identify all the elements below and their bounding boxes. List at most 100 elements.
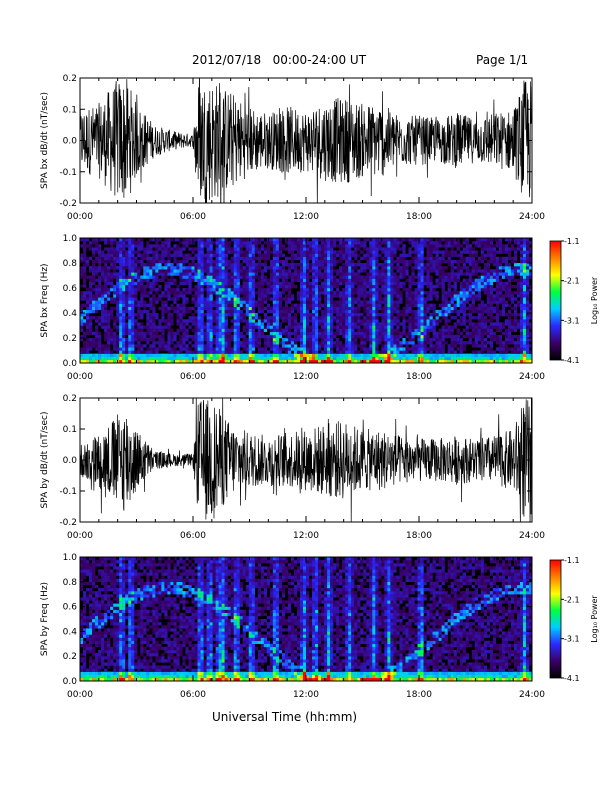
spectrogram-cell [456,278,460,282]
spectrogram-cell [417,347,421,351]
spectrogram-cell [98,347,102,351]
spectrogram-cell [402,313,406,317]
spectrogram-cell [107,238,111,242]
spectrogram-cell [354,247,358,251]
spectrogram-cell [444,247,448,251]
spectrogram-cell [149,334,153,339]
spectrogram-cell [179,253,183,257]
spectrogram-cell [275,359,280,364]
spectrogram-cell [200,309,204,314]
spectrogram-cell [306,306,310,311]
spectrogram-cell [420,284,424,289]
spectrogram-cell [327,259,331,264]
spectrogram-cell [161,347,165,351]
spectrogram-cell [236,272,240,276]
spectrogram-cell [185,278,189,282]
spectrogram-cell [299,313,304,317]
spectrogram-cell [155,272,159,276]
spectrogram-cell [110,309,114,314]
spectrogram-cell [327,356,331,361]
spectrogram-cell [489,341,494,345]
spectrogram-cell [245,331,249,336]
spectrogram-cell [474,294,478,298]
spectrogram-cell [507,334,512,339]
spectrogram-cell [486,309,491,314]
spectrogram-cell [95,316,99,320]
spectrogram-cell [348,244,352,248]
spectrogram-cell [336,284,340,289]
spectrogram-cell [197,266,201,270]
spectrogram-cell [507,347,512,351]
spectrogram-cell [119,334,123,339]
spectrogram-cell [146,247,150,251]
spectrogram-cell [342,241,346,245]
spectrogram-cell [128,350,132,354]
spectrogram-cell [116,328,120,332]
spectrogram-cell [465,291,469,295]
spectrogram-cell [510,356,515,361]
spectrogram-cell [224,334,228,339]
spectrogram-cell [116,319,120,323]
spectrogram-cell [137,250,141,254]
spectrogram-cell [375,309,379,314]
spectrogram-cell [441,253,445,257]
spectrogram-cell [224,344,228,348]
spectrogram-cell [396,331,400,336]
spectrogram-cell [411,359,415,364]
spectrogram-cell [302,269,307,273]
spectrogram-cell [378,350,382,354]
spectrogram-cell [306,272,310,276]
spectrogram-cell [408,294,412,298]
spectrogram-cell [429,238,433,242]
spectrogram-cell [224,322,228,326]
spectrogram-cell [191,288,195,292]
spectrogram-cell [209,303,213,307]
spectrogram-cell [191,316,195,320]
spectrogram-cell [324,266,328,270]
spectrogram-cell [182,309,186,314]
spectrogram-cell [221,253,225,257]
spectrogram-cell [351,266,355,270]
spectrogram-cell [131,341,135,345]
spectrogram-cell [89,328,93,332]
spectrogram-cell [474,284,478,289]
spectrogram-cell [215,359,219,364]
spectrogram-cell [200,253,204,257]
spectrogram-cell [429,325,433,329]
spectrogram-cell [360,331,364,336]
spectrogram-cell [134,334,138,339]
spectrogram-cell [501,325,506,329]
spectrogram-cell [480,238,484,242]
spectrogram-cell [260,328,265,332]
spectrogram-cell [489,347,494,351]
spectrogram-cell [110,259,114,264]
spectrogram-cell [248,353,252,357]
spectrogram-cell [450,334,454,339]
spectrogram-cell [80,291,84,295]
spectrogram-cell [495,341,500,345]
spectrogram-cell [119,244,123,248]
spectrogram-cell [372,275,376,279]
spectrogram-cell [80,359,84,364]
spectrogram-cell [245,266,249,270]
spectrogram-cell [369,297,373,301]
spectrogram-cell [309,356,313,361]
spectrogram-cell [369,316,373,320]
spectrogram-cell [435,238,439,242]
spectrogram-cell [477,350,481,354]
spectrogram-cell [324,300,328,304]
spectrogram-cell [372,253,376,257]
spectrogram-cell [224,347,228,351]
spectrogram-cell [384,250,388,254]
spectrogram-cell [146,309,150,314]
spectrogram-cell [110,263,114,267]
spectrogram-cell [381,250,385,254]
spectrogram-cell [287,284,292,289]
spectrogram-cell [164,266,168,270]
spectrogram-cell [480,325,484,329]
spectrogram-cell [302,322,307,326]
spectrogram-cell [354,319,358,323]
spectrogram-cell [161,291,165,295]
spectrogram-cell [510,353,515,357]
spectrogram-cell [119,275,123,279]
